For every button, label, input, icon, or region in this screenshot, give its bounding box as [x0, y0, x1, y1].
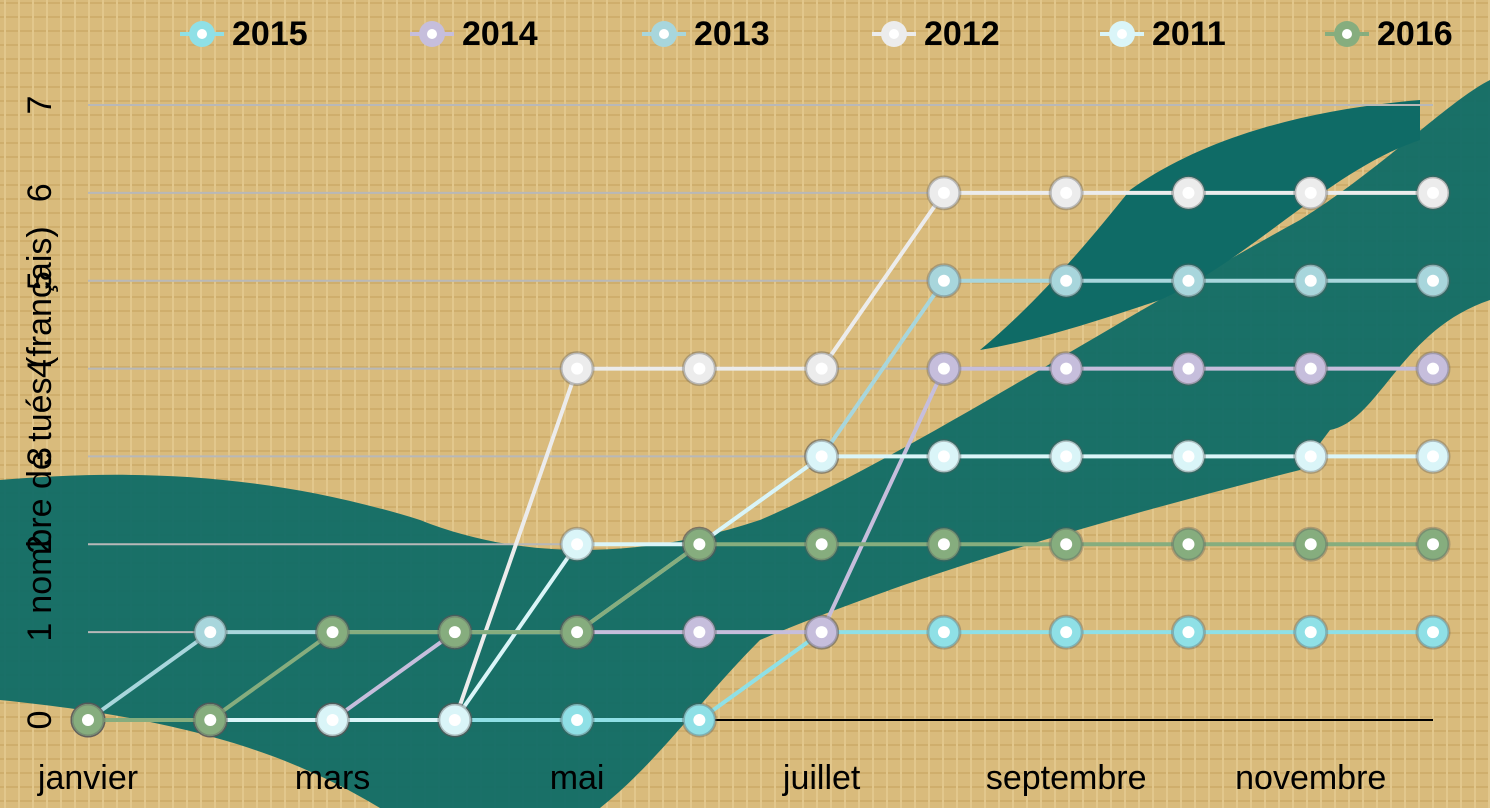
data-point-center: [82, 714, 94, 726]
y-tick-label: 1: [21, 623, 59, 642]
x-tick-label: janvier: [37, 759, 138, 797]
data-point-center: [693, 714, 706, 726]
decoration: [980, 100, 1420, 350]
data-point-center: [571, 362, 584, 375]
series-line: [88, 454, 1433, 722]
data-point-center: [693, 362, 706, 375]
data-point-center: [815, 450, 828, 463]
legend-label: 2016: [1377, 15, 1453, 53]
data-point-center: [1427, 186, 1439, 199]
legend-label: 2015: [232, 15, 308, 53]
data-point-center: [326, 626, 339, 639]
x-tick-label: mai: [550, 759, 605, 797]
data-point-center: [1060, 538, 1073, 551]
y-tick-label: 3: [21, 447, 59, 466]
data-point-center: [1304, 538, 1317, 551]
data-point-center: [1182, 186, 1195, 199]
legend-item: 2014: [410, 15, 538, 53]
data-point-center: [1182, 450, 1195, 463]
data-point-center: [1304, 362, 1317, 375]
legend-label: 2011: [1152, 15, 1226, 53]
legend-marker-center: [659, 29, 669, 39]
data-point-center: [815, 626, 828, 639]
data-point-center: [1182, 362, 1195, 375]
x-tick-label: mars: [295, 759, 371, 797]
y-tick-label: 5: [21, 271, 59, 290]
data-point-center: [937, 626, 950, 639]
data-point-center: [571, 538, 584, 551]
data-point-center: [1060, 626, 1073, 639]
y-tick-label: 4: [21, 359, 59, 378]
data-point-center: [815, 362, 828, 375]
data-point-center: [1182, 626, 1195, 639]
data-point-center: [1060, 450, 1073, 463]
data-point-center: [204, 714, 217, 726]
data-point-center: [937, 274, 950, 287]
data-point-center: [448, 626, 461, 639]
series-line: [88, 542, 1433, 722]
legend-marker-center: [427, 29, 437, 39]
data-point-center: [1427, 274, 1439, 287]
data-point-center: [204, 626, 217, 639]
legend-item: 2015: [180, 15, 308, 53]
data-point-center: [448, 714, 461, 726]
data-point-center: [1304, 626, 1317, 639]
legend-item: 2013: [642, 15, 770, 53]
legend-marker-center: [1117, 29, 1127, 39]
x-tick-label: novembre: [1235, 759, 1386, 797]
y-tick-label: 2: [21, 535, 59, 554]
legend-label: 2014: [462, 15, 538, 53]
data-point-center: [1304, 274, 1317, 287]
y-axis-label: nombre de tués (français): [21, 226, 59, 613]
data-point-center: [815, 538, 828, 551]
data-point-center: [937, 186, 950, 199]
legend-label: 2013: [694, 15, 770, 53]
legend-item: 2016: [1325, 15, 1453, 53]
data-point-center: [693, 626, 706, 639]
data-point-center: [1060, 362, 1073, 375]
legend-marker-center: [197, 29, 207, 39]
legend-marker-center: [889, 29, 899, 39]
x-tick-label: juillet: [782, 759, 861, 797]
data-point-center: [1427, 450, 1439, 463]
data-point-center: [1060, 274, 1073, 287]
data-point-center: [1060, 186, 1073, 199]
y-tick-label: 0: [21, 711, 59, 730]
data-point-center: [571, 626, 584, 639]
data-point-center: [937, 538, 950, 551]
data-point-center: [937, 450, 950, 463]
data-point-center: [571, 714, 584, 726]
data-point-center: [1182, 274, 1195, 287]
data-point-center: [693, 538, 706, 551]
data-point-center: [1182, 538, 1195, 551]
data-point-center: [326, 714, 339, 726]
x-tick-label: septembre: [986, 759, 1147, 797]
data-point-center: [1304, 450, 1317, 463]
y-tick-label: 7: [21, 96, 59, 115]
data-point-center: [1304, 186, 1317, 199]
legend-item: 2012: [872, 15, 1000, 53]
legend-marker-center: [1342, 29, 1352, 39]
legend-item: 2011: [1100, 15, 1226, 53]
decoration: [0, 80, 1490, 808]
data-point-center: [1427, 362, 1439, 375]
data-point-center: [1427, 538, 1439, 551]
y-tick-label: 6: [21, 183, 59, 202]
legend-label: 2012: [924, 15, 1000, 53]
data-point-center: [1427, 626, 1439, 639]
data-point-center: [937, 362, 950, 375]
